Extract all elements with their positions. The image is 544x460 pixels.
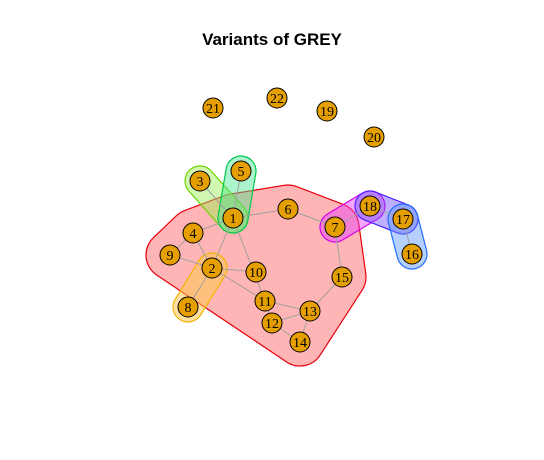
node-circle bbox=[177, 296, 199, 318]
node-circle bbox=[230, 160, 252, 182]
node-16: 16 bbox=[401, 243, 423, 265]
node-label: 12 bbox=[265, 317, 279, 332]
node-12: 12 bbox=[261, 312, 283, 334]
chart-title: Variants of GREY bbox=[202, 30, 342, 49]
node-circle bbox=[222, 207, 244, 229]
node-label: 5 bbox=[238, 165, 245, 180]
node-21: 21 bbox=[202, 97, 224, 119]
node-8: 8 bbox=[177, 296, 199, 318]
node-15: 15 bbox=[331, 266, 353, 288]
node-circle bbox=[392, 208, 414, 230]
node-label: 21 bbox=[206, 102, 220, 117]
node-label: 10 bbox=[249, 266, 263, 281]
edge-1-11 bbox=[232, 217, 266, 302]
node-label: 8 bbox=[185, 301, 192, 316]
node-label: 14 bbox=[293, 336, 307, 351]
node-circle bbox=[266, 87, 288, 109]
node-circle bbox=[316, 100, 338, 122]
node-10: 10 bbox=[245, 261, 267, 283]
node-circle bbox=[299, 300, 321, 322]
node-label: 20 bbox=[367, 131, 381, 146]
node-11: 11 bbox=[254, 290, 276, 312]
node-circle bbox=[254, 290, 276, 312]
node-circle bbox=[359, 195, 381, 217]
node-label: 3 bbox=[197, 175, 204, 190]
node-19: 19 bbox=[316, 100, 338, 122]
node-circle bbox=[261, 312, 283, 334]
node-18: 18 bbox=[359, 195, 381, 217]
node-label: 11 bbox=[258, 295, 271, 310]
node-label: 22 bbox=[270, 92, 284, 107]
node-label: 2 bbox=[209, 262, 216, 277]
node-circle bbox=[189, 170, 211, 192]
node-1: 1 bbox=[222, 207, 244, 229]
node-label: 9 bbox=[167, 249, 174, 264]
node-3: 3 bbox=[189, 170, 211, 192]
node-circle bbox=[182, 222, 204, 244]
node-circle bbox=[289, 331, 311, 353]
node-label: 6 bbox=[285, 203, 292, 218]
node-label: 19 bbox=[320, 105, 334, 120]
node-20: 20 bbox=[363, 126, 385, 148]
node-circle bbox=[277, 198, 299, 220]
node-label: 13 bbox=[303, 305, 317, 320]
node-label: 1 bbox=[230, 212, 237, 227]
node-circle bbox=[245, 261, 267, 283]
node-5: 5 bbox=[230, 160, 252, 182]
node-6: 6 bbox=[277, 198, 299, 220]
node-circle bbox=[202, 97, 224, 119]
node-circle bbox=[401, 243, 423, 265]
node-circle bbox=[324, 216, 346, 238]
node-7: 7 bbox=[324, 216, 346, 238]
node-circle bbox=[363, 126, 385, 148]
node-9: 9 bbox=[159, 244, 181, 266]
node-13: 13 bbox=[299, 300, 321, 322]
node-circle bbox=[159, 244, 181, 266]
node-2: 2 bbox=[201, 257, 223, 279]
node-label: 17 bbox=[396, 213, 410, 228]
node-14: 14 bbox=[289, 331, 311, 353]
node-label: 7 bbox=[332, 221, 339, 236]
node-22: 22 bbox=[266, 87, 288, 109]
node-label: 18 bbox=[363, 200, 377, 215]
node-label: 15 bbox=[335, 271, 349, 286]
node-circle bbox=[331, 266, 353, 288]
node-label: 4 bbox=[190, 227, 197, 242]
node-label: 16 bbox=[405, 248, 419, 263]
node-17: 17 bbox=[392, 208, 414, 230]
node-circle bbox=[201, 257, 223, 279]
node-4: 4 bbox=[182, 222, 204, 244]
